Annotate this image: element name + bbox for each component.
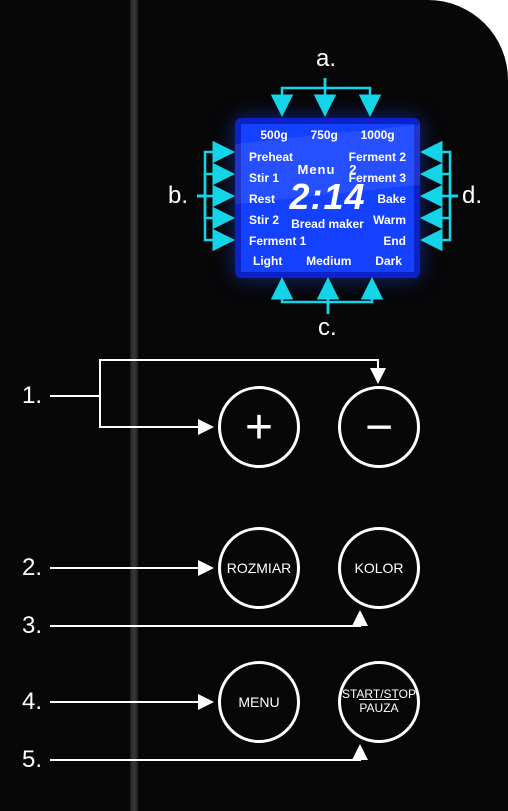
weight-500: 500g: [260, 128, 287, 142]
stage-ferment1: Ferment 1: [249, 234, 306, 248]
plus-icon: +: [245, 400, 273, 455]
menu-button[interactable]: MENU: [218, 661, 300, 743]
timer-value: 2:14: [289, 179, 365, 215]
lcd-top-row: 500g 750g 1000g: [249, 128, 406, 142]
crust-medium: Medium: [306, 254, 351, 268]
minus-icon: −: [365, 400, 393, 455]
color-label: KOLOR: [354, 560, 403, 576]
callout-d: d.: [462, 182, 482, 210]
lcd-bottom-row: Light Medium Dark: [253, 254, 402, 268]
callout-a: a.: [316, 45, 336, 73]
lcd-center: Menu 2 2:14 Bread maker: [289, 162, 365, 231]
color-button[interactable]: KOLOR: [338, 527, 420, 609]
panel-seam: [130, 0, 138, 811]
callout-1: 1.: [22, 382, 42, 410]
product-name: Bread maker: [289, 217, 365, 231]
weight-750: 750g: [310, 128, 337, 142]
stage-stir1: Stir 1: [249, 171, 306, 185]
stage-preheat: Preheat: [249, 150, 306, 164]
plus-button[interactable]: +: [218, 386, 300, 468]
size-label: ROZMIAR: [227, 560, 292, 576]
start-stop-button[interactable]: START/STOP PAUZA: [338, 661, 420, 743]
minus-button[interactable]: −: [338, 386, 420, 468]
callout-c: c.: [318, 314, 337, 342]
start-stop-label: START/STOP PAUZA: [342, 688, 416, 716]
size-button[interactable]: ROZMIAR: [218, 527, 300, 609]
menu-btn-label: MENU: [238, 694, 279, 710]
callout-2: 2.: [22, 554, 42, 582]
callout-4: 4.: [22, 688, 42, 716]
lcd-screen: 500g 750g 1000g Preheat Stir 1 Rest Stir…: [235, 118, 420, 278]
crust-dark: Dark: [375, 254, 402, 268]
stage-ferment2: Ferment 2: [349, 150, 406, 164]
device-panel: 500g 750g 1000g Preheat Stir 1 Rest Stir…: [0, 0, 508, 811]
stage-ferment3: Ferment 3: [349, 171, 406, 185]
menu-label: Menu: [297, 162, 335, 177]
crust-light: Light: [253, 254, 282, 268]
callout-3: 3.: [22, 612, 42, 640]
stage-end: End: [349, 234, 406, 248]
callout-b: b.: [168, 182, 188, 210]
callout-5: 5.: [22, 746, 42, 774]
menu-number: 2: [349, 162, 357, 177]
weight-1000: 1000g: [361, 128, 395, 142]
